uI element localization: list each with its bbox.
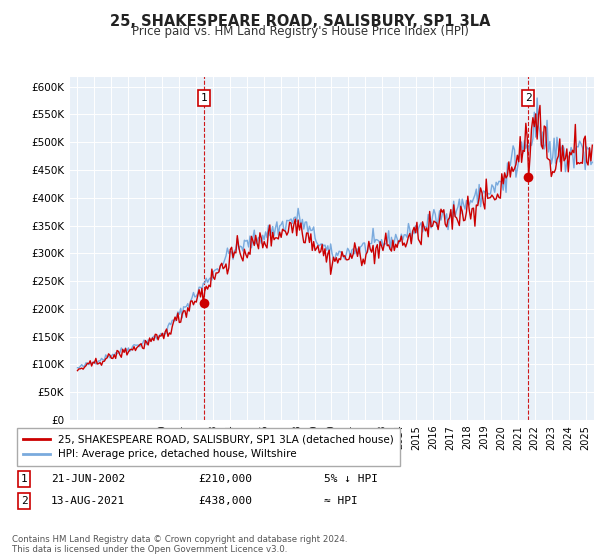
- Text: £438,000: £438,000: [198, 496, 252, 506]
- Text: Contains HM Land Registry data © Crown copyright and database right 2024.
This d: Contains HM Land Registry data © Crown c…: [12, 535, 347, 554]
- Text: 25, SHAKESPEARE ROAD, SALISBURY, SP1 3LA: 25, SHAKESPEARE ROAD, SALISBURY, SP1 3LA: [110, 14, 490, 29]
- Text: 5% ↓ HPI: 5% ↓ HPI: [324, 474, 378, 484]
- Text: 1: 1: [20, 474, 28, 484]
- Legend: 25, SHAKESPEARE ROAD, SALISBURY, SP1 3LA (detached house), HPI: Average price, d: 25, SHAKESPEARE ROAD, SALISBURY, SP1 3LA…: [17, 428, 400, 466]
- Text: 21-JUN-2002: 21-JUN-2002: [51, 474, 125, 484]
- Text: ≈ HPI: ≈ HPI: [324, 496, 358, 506]
- Text: Price paid vs. HM Land Registry's House Price Index (HPI): Price paid vs. HM Land Registry's House …: [131, 25, 469, 38]
- Text: 2: 2: [525, 93, 532, 103]
- Text: 13-AUG-2021: 13-AUG-2021: [51, 496, 125, 506]
- Text: £210,000: £210,000: [198, 474, 252, 484]
- Text: 1: 1: [200, 93, 208, 103]
- Text: 2: 2: [20, 496, 28, 506]
